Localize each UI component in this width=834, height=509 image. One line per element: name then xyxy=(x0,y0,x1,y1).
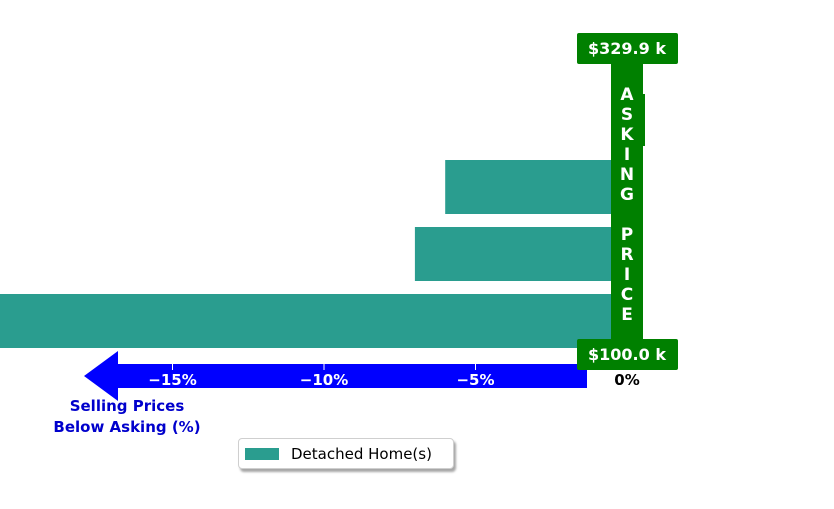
x-axis-arrow xyxy=(84,351,587,401)
asking-price-letter: G xyxy=(620,185,634,205)
bar xyxy=(445,160,627,214)
x-axis-label: Selling Prices xyxy=(70,397,185,415)
tick-label: −5% xyxy=(456,371,494,389)
asking-price-letter: S xyxy=(621,105,633,125)
x-axis-label: Below Asking (%) xyxy=(53,418,200,436)
price-bottom-box xyxy=(577,339,678,370)
asking-price-letter: R xyxy=(620,245,633,265)
asking-price-letter: A xyxy=(620,85,634,105)
tick-label: 0% xyxy=(614,371,639,389)
bar xyxy=(414,227,627,281)
pillar-notch xyxy=(641,94,645,146)
asking-price-letter: I xyxy=(624,145,630,165)
price-top-label: $329.9 k xyxy=(588,39,666,58)
asking-price-letter: P xyxy=(621,225,633,245)
price-top-box xyxy=(577,33,678,64)
bar xyxy=(0,294,627,348)
asking-price-letter: I xyxy=(624,265,630,285)
legend-label: Detached Home(s) xyxy=(291,444,432,463)
asking-price-letter: E xyxy=(621,305,633,325)
tick-label: −20% xyxy=(0,371,45,389)
legend-swatch xyxy=(245,447,279,460)
price-bottom-label: $100.0 k xyxy=(588,345,666,364)
asking-price-letter: K xyxy=(620,125,634,145)
asking-price-pillar xyxy=(611,62,643,344)
asking-price-letter: N xyxy=(620,165,634,185)
asking-price-letter: C xyxy=(621,285,633,305)
tick-label: −10% xyxy=(300,371,348,389)
legend: Detached Home(s) xyxy=(238,438,454,469)
tick-label: −15% xyxy=(148,371,196,389)
